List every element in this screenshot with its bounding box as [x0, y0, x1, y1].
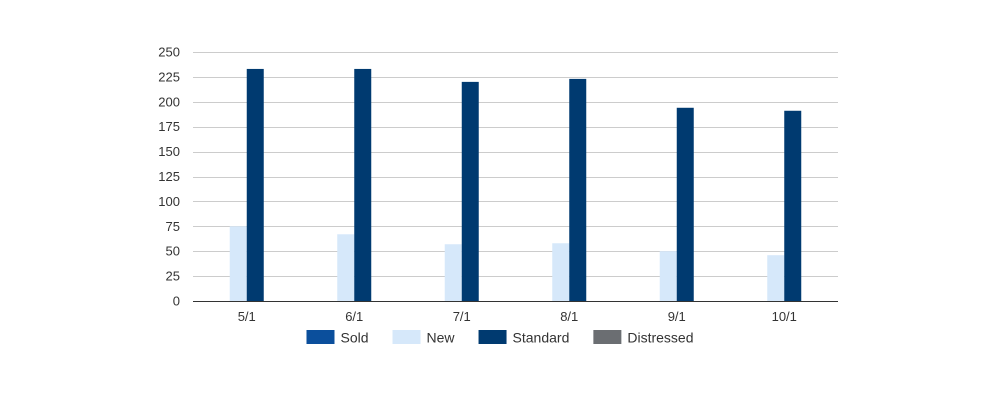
- legend-item-sold: Sold: [306, 330, 369, 346]
- x-tick-label: 9/1: [668, 309, 686, 324]
- bar-new-1: [337, 234, 355, 301]
- x-tick-label: 6/1: [345, 309, 363, 324]
- y-tick-label: 250: [158, 45, 180, 60]
- legend-label: Distressed: [627, 330, 693, 346]
- bar-standard-3: [569, 78, 587, 301]
- legend-item-distressed: Distressed: [593, 330, 694, 346]
- y-tick-label: 25: [166, 269, 180, 284]
- bar-new-2: [444, 244, 462, 301]
- x-tick-label: 5/1: [238, 309, 256, 324]
- legend-label: New: [427, 330, 456, 346]
- legend-label: Standard: [513, 330, 570, 346]
- bar-new-0: [229, 226, 247, 301]
- legend-swatch: [306, 330, 335, 344]
- x-tick-label: 8/1: [560, 309, 578, 324]
- legend: Sold New Standard Distressed: [306, 330, 694, 346]
- x-tick-label: 10/1: [772, 309, 797, 324]
- y-tick-label: 0: [173, 294, 180, 309]
- x-tick-label: 7/1: [453, 309, 471, 324]
- legend-item-new: New: [392, 330, 456, 346]
- y-tick-label: 50: [166, 244, 180, 259]
- y-tick-label: 200: [158, 94, 180, 109]
- y-axis-ticks: 0 25 50 75 100 125 150 175 200 225 250: [158, 45, 180, 309]
- legend-swatch: [392, 330, 421, 344]
- legend-swatch: [478, 330, 507, 344]
- bar-new-5: [767, 255, 785, 301]
- y-tick-label: 75: [166, 219, 180, 234]
- legend-label: Sold: [340, 330, 368, 346]
- y-tick-label: 175: [158, 119, 180, 134]
- y-tick-label: 125: [158, 169, 180, 184]
- bars: [229, 68, 802, 301]
- bar-new-4: [659, 251, 677, 301]
- x-axis-ticks: 5/1 6/1 7/1 8/1 9/1 10/1: [238, 309, 797, 324]
- bar-standard-5: [784, 110, 802, 301]
- bar-standard-1: [354, 68, 372, 301]
- legend-item-standard: Standard: [478, 330, 570, 346]
- bar-new-3: [552, 243, 570, 301]
- y-tick-label: 225: [158, 69, 180, 84]
- bar-standard-0: [246, 68, 264, 301]
- y-tick-label: 100: [158, 194, 180, 209]
- bar-standard-2: [461, 81, 479, 301]
- gridlines: [193, 52, 838, 277]
- bar-standard-4: [676, 107, 694, 301]
- legend-swatch: [593, 330, 622, 344]
- y-tick-label: 150: [158, 144, 180, 159]
